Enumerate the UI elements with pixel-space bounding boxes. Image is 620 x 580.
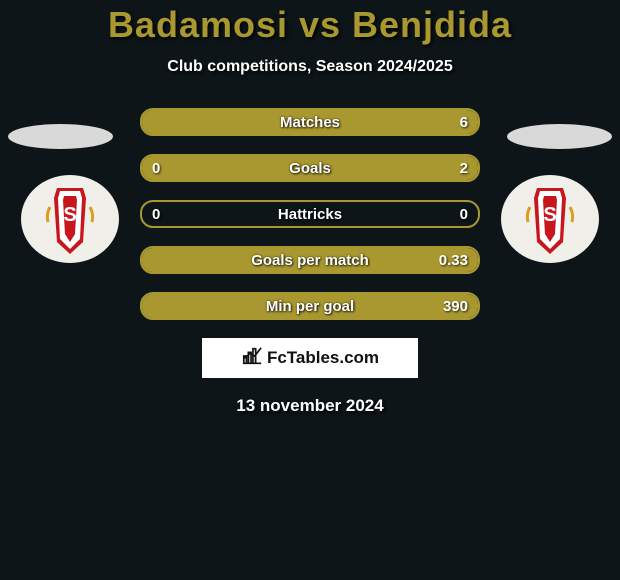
stat-row: 0Goals2 [140, 154, 480, 182]
stat-row: Matches6 [140, 108, 480, 136]
stat-row: Min per goal390 [140, 292, 480, 320]
stat-label: Min per goal [142, 298, 478, 315]
left-ellipse [8, 124, 113, 149]
svg-text:S: S [543, 204, 556, 226]
comparison-area: S S Matches60Goals20Hattricks0Goals per … [0, 108, 620, 320]
stat-value-right: 6 [460, 114, 468, 131]
stat-label: Hattricks [142, 206, 478, 223]
branding-text: FcTables.com [267, 348, 379, 368]
stat-row: 0Hattricks0 [140, 200, 480, 228]
stat-label: Matches [142, 114, 478, 131]
page-title: Badamosi vs Benjdida [0, 4, 620, 46]
left-team-crest: S [20, 174, 120, 264]
date-text: 13 november 2024 [0, 396, 620, 416]
chart-icon [241, 345, 263, 372]
stat-row: Goals per match0.33 [140, 246, 480, 274]
subtitle: Club competitions, Season 2024/2025 [0, 58, 620, 76]
stat-value-right: 2 [460, 160, 468, 177]
branding-box: FcTables.com [202, 338, 418, 378]
stat-value-right: 0.33 [439, 252, 468, 269]
right-team-crest: S [500, 174, 600, 264]
stats-list: Matches60Goals20Hattricks0Goals per matc… [140, 108, 480, 320]
svg-text:S: S [63, 204, 76, 226]
stat-label: Goals per match [142, 252, 478, 269]
stat-label: Goals [142, 160, 478, 177]
stat-value-right: 0 [460, 206, 468, 223]
stat-value-right: 390 [443, 298, 468, 315]
right-ellipse [507, 124, 612, 149]
